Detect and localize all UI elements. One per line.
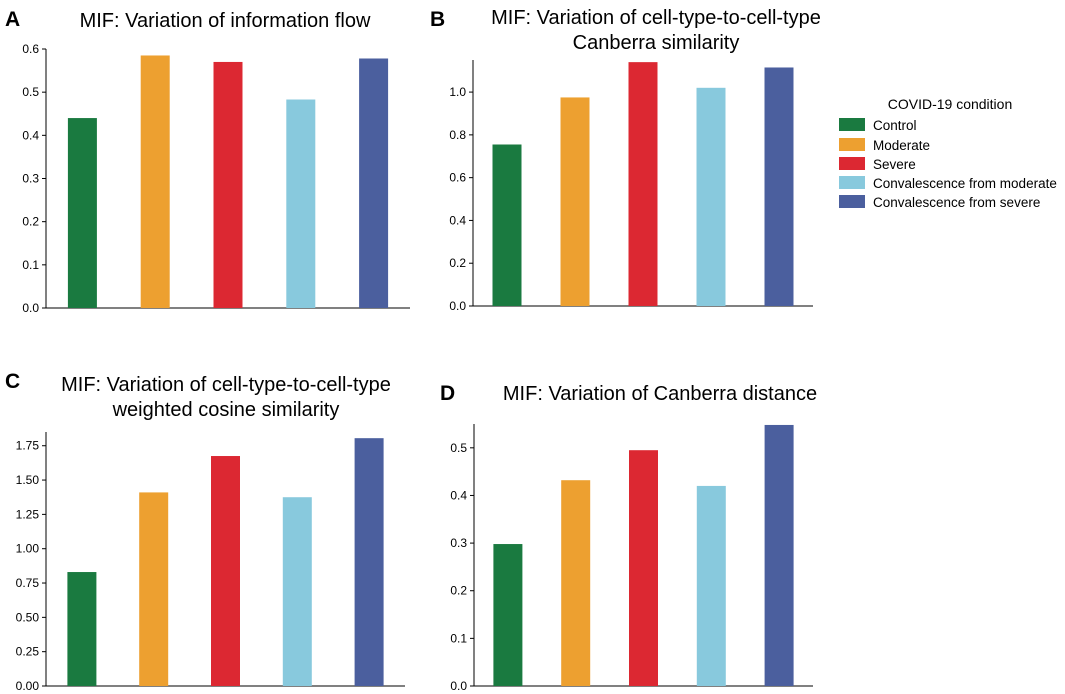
panel-c-bar-convalescence-from-moderate [282,497,312,686]
panel-d-y-tick-label: 0.3 [450,536,467,550]
legend-swatch-severe [839,157,865,170]
panel-d-y-tick-label: 0.4 [450,488,467,502]
panel-b-plot: 0.0 0.2 0.4 0.6 0.8 1.0 [449,60,813,313]
panel-b-title-line-2: Canberra similarity [573,32,740,54]
panel-a-y-tick-label: 0.0 [22,301,39,315]
panel-d: D MIF: Variation of Canberra distance 0.… [440,382,817,693]
panel-b-y-tick-label: 0.4 [449,213,466,227]
panel-a-bar-moderate [140,55,170,308]
panel-c-y-tick-label: 0.50 [16,610,40,624]
panel-c: C MIF: Variation of cell-type-to-cell-ty… [5,370,405,693]
panel-b-title-line-1: MIF: Variation of cell-type-to-cell-type [491,7,821,29]
panel-b-bar-convalescence-from-moderate [696,87,726,307]
legend: COVID-19 condition Control Moderate Seve… [839,96,1057,210]
panel-c-title-line-1: MIF: Variation of cell-type-to-cell-type [61,374,391,396]
panel-letter-d: D [440,382,455,405]
panel-b-bar-severe [628,62,658,306]
panel-a-bar-severe [213,61,243,309]
panel-a-y-tick-label: 0.1 [22,258,39,272]
panel-letter-c: C [5,370,20,393]
panel-a-bar-convalescence-from-severe [359,58,389,308]
panel-c-y-tick-label: 1.75 [16,439,40,453]
panel-b-bar-convalescence-from-severe [764,67,794,306]
panel-c-y-tick-label: 0.25 [16,645,40,659]
panel-d-bar-moderate [561,480,591,686]
panel-b-y-tick-label: 0.0 [449,299,466,313]
panel-letter-a: A [5,8,20,31]
panel-d-y-tick-label: 0.1 [450,631,467,645]
panel-d-bar-convalescence-from-moderate [696,485,726,686]
panel-a-y-tick-label: 0.6 [22,42,39,56]
panel-a-y-tick-label: 0.3 [22,172,39,186]
panel-c-bar-severe [211,456,240,686]
panel-a-y-tick-label: 0.4 [22,128,39,142]
panel-d-bar-convalescence-from-severe [764,424,794,686]
legend-swatch-convalescence-moderate [839,176,865,189]
panel-d-y-tick-label: 0.2 [450,584,467,598]
panel-d-bar-severe [629,450,658,686]
panel-c-y-tick-label: 1.00 [16,542,40,556]
panel-letter-b: B [430,8,445,31]
panel-c-title-line-2: weighted cosine similarity [112,399,340,421]
legend-label-severe: Severe [873,157,916,172]
legend-label-control: Control [873,118,917,133]
panel-c-y-tick-label: 1.25 [16,507,40,521]
panel-d-plot: 0.0 0.1 0.2 0.3 0.4 0.5 [450,424,813,693]
legend-swatch-convalescence-severe [839,195,865,208]
panel-c-bar-moderate [139,492,169,686]
legend-swatch-control [839,118,865,131]
panel-d-title-line-1: MIF: Variation of Canberra distance [503,383,817,405]
panel-d-y-tick-label: 0.5 [450,441,467,455]
panel-d-bar-control [493,544,523,686]
panel-b-y-tick-label: 0.2 [449,256,466,270]
panel-b-y-tick-label: 1.0 [449,85,466,99]
panel-b-bar-control [492,144,522,306]
panel-c-y-tick-label: 0.75 [16,576,40,590]
legend-label-moderate: Moderate [873,138,930,153]
panel-a-y-tick-label: 0.2 [22,215,39,229]
panel-a: A MIF: Variation of information flow 0.0… [5,8,410,315]
legend-swatch-moderate [839,138,865,151]
panel-c-plot: 0.00 0.25 0.50 0.75 1.00 1.25 1.50 1.75 [16,432,405,693]
panel-b: B MIF: Variation of cell-type-to-cell-ty… [430,7,821,313]
panel-c-bar-control [67,572,97,686]
panel-a-y-tick-label: 0.5 [22,85,39,99]
panel-a-bar-convalescence-from-moderate [286,99,316,308]
panel-d-y-tick-label: 0.0 [450,679,467,693]
panel-a-plot: 0.0 0.1 0.2 0.3 0.4 0.5 0.6 [22,42,410,315]
legend-title: COVID-19 condition [888,96,1013,112]
legend-label-convalescence-severe: Convalescence from severe [873,195,1040,210]
panel-b-y-tick-label: 0.8 [449,128,466,142]
panel-b-y-tick-label: 0.6 [449,171,466,185]
panel-c-bar-convalescence-from-severe [354,438,384,686]
panel-a-bar-control [67,118,97,308]
legend-label-convalescence-moderate: Convalescence from moderate [873,176,1057,191]
panel-a-title-line-1: MIF: Variation of information flow [80,10,371,32]
panel-c-y-tick-label: 1.50 [16,473,40,487]
panel-c-y-tick-label: 0.00 [16,679,40,693]
panel-b-bar-moderate [560,97,590,306]
